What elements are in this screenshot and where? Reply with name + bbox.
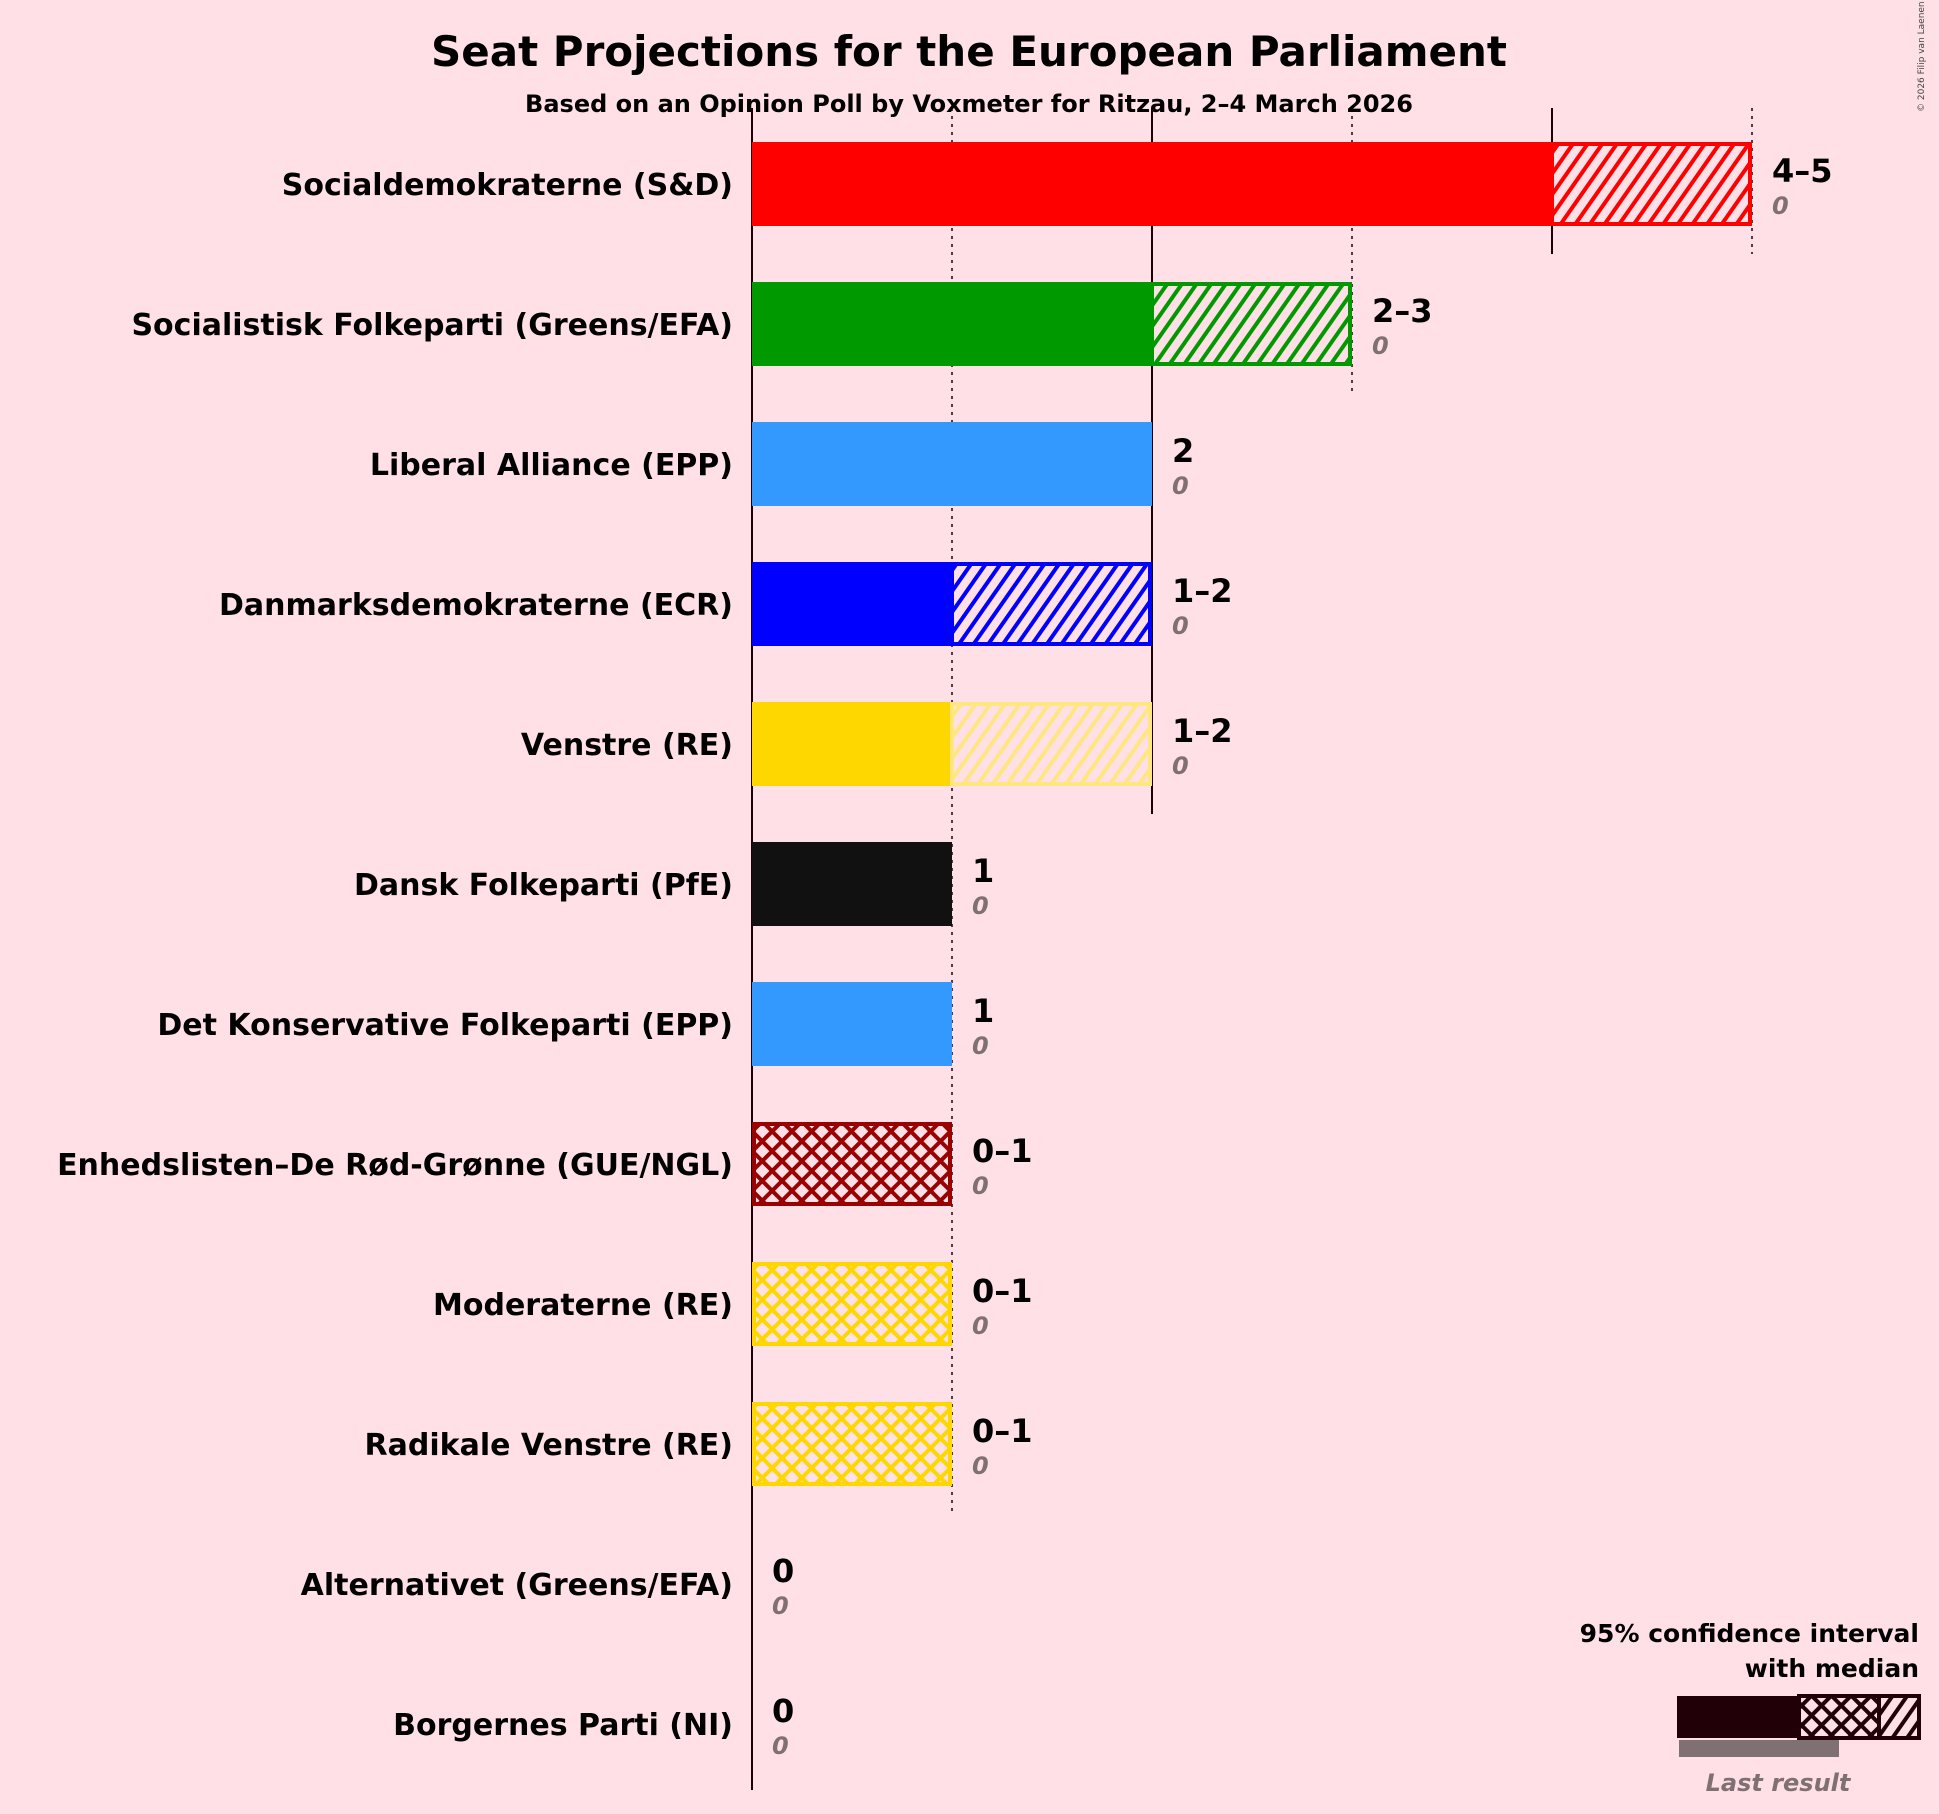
- last-result-label: 0: [1772, 192, 1789, 220]
- value-label: 0–1: [972, 1132, 1033, 1170]
- last-result-label: 0: [1172, 612, 1189, 640]
- party-row: Socialdemokraterne (S&D) 4–50: [282, 142, 1833, 226]
- party-label: Danmarksdemokraterne (ECR): [219, 588, 733, 623]
- party-row: Moderaterne (RE) 0–10: [433, 1262, 1033, 1346]
- party-label: Det Konservative Folkeparti (EPP): [157, 1008, 733, 1043]
- chart-title: Seat Projections for the European Parlia…: [431, 27, 1507, 76]
- last-result-label: 0: [972, 1312, 989, 1340]
- value-label: 1: [972, 852, 994, 890]
- value-label: 0–1: [972, 1412, 1033, 1450]
- bar-hatch: [1550, 142, 1752, 226]
- party-row: Danmarksdemokraterne (ECR) 1–20: [219, 562, 1233, 646]
- value-label: 0: [772, 1692, 794, 1730]
- last-result-label: 0: [972, 1452, 989, 1480]
- last-result-label: 0: [772, 1592, 789, 1620]
- legend-last-result-label: Last result: [1706, 1769, 1852, 1797]
- last-result-label: 0: [972, 1172, 989, 1200]
- value-label: 2–3: [1372, 292, 1433, 330]
- party-row: Radikale Venstre (RE) 0–10: [365, 1402, 1033, 1486]
- chart-subtitle: Based on an Opinion Poll by Voxmeter for…: [525, 90, 1413, 118]
- party-row: Liberal Alliance (EPP) 20: [370, 422, 1194, 506]
- value-label: 1–2: [1172, 712, 1233, 750]
- value-label: 0: [772, 1552, 794, 1590]
- bar-hatch: [1150, 282, 1352, 366]
- last-result-label: 0: [972, 1032, 989, 1060]
- party-label: Venstre (RE): [521, 728, 733, 763]
- value-label: 1–2: [1172, 572, 1233, 610]
- bars: Socialdemokraterne (S&D) 4–50Socialistisk…: [57, 142, 1833, 1760]
- party-label: Socialistisk Folkeparti (Greens/EFA): [131, 308, 733, 343]
- bar-solid: [752, 282, 1152, 366]
- party-row: Socialistisk Folkeparti (Greens/EFA) 2–30: [131, 282, 1433, 366]
- party-row: Alternativet (Greens/EFA) 00: [301, 1552, 795, 1620]
- bar-solid: [752, 142, 1552, 226]
- legend-title-line2: with median: [1745, 1654, 1919, 1683]
- party-row: Venstre (RE) 1–20: [521, 702, 1233, 786]
- legend-hatch-swatch: [1877, 1694, 1921, 1740]
- value-label: 0–1: [972, 1272, 1033, 1310]
- bar-crosshatch: [752, 1402, 952, 1486]
- party-row: Borgernes Parti (NI) 00: [393, 1692, 794, 1760]
- last-result-label: 0: [1172, 752, 1189, 780]
- last-result-label: 0: [1372, 332, 1389, 360]
- party-label: Enhedslisten–De Rød-Grønne (GUE/NGL): [57, 1148, 733, 1183]
- value-label: 2: [1172, 432, 1194, 470]
- party-row: Enhedslisten–De Rød-Grønne (GUE/NGL) 0–10: [57, 1122, 1033, 1206]
- party-label: Socialdemokraterne (S&D): [282, 168, 733, 203]
- party-label: Alternativet (Greens/EFA): [301, 1568, 733, 1603]
- bar-hatch: [950, 562, 1152, 646]
- party-label: Radikale Venstre (RE): [365, 1428, 733, 1463]
- bar-solid: [752, 842, 952, 926]
- legend: 95% confidence interval with median Last…: [1580, 1619, 1921, 1797]
- party-row: Dansk Folkeparti (PfE) 10: [354, 842, 994, 926]
- bar-solid: [752, 422, 1152, 506]
- legend-crosshatch-swatch: [1797, 1694, 1881, 1740]
- last-result-label: 0: [772, 1732, 789, 1760]
- party-label: Moderaterne (RE): [433, 1288, 733, 1323]
- value-label: 4–5: [1772, 152, 1833, 190]
- party-label: Liberal Alliance (EPP): [370, 448, 733, 483]
- bar-solid: [752, 562, 952, 646]
- legend-title-line1: 95% confidence interval: [1580, 1619, 1919, 1648]
- last-result-label: 0: [1172, 472, 1189, 500]
- value-label: 1: [972, 992, 994, 1030]
- party-label: Borgernes Parti (NI): [393, 1708, 733, 1743]
- bar-solid: [752, 702, 952, 786]
- legend-last-result-swatch: [1679, 1740, 1839, 1757]
- bar-hatch: [950, 702, 1152, 786]
- last-result-label: 0: [972, 892, 989, 920]
- bar-crosshatch: [752, 1122, 952, 1206]
- bar-solid: [752, 982, 952, 1066]
- bar-crosshatch: [752, 1262, 952, 1346]
- party-label: Dansk Folkeparti (PfE): [354, 868, 733, 903]
- copyright: © 2026 Filip van Laenen: [1917, 1, 1927, 112]
- legend-solid-swatch: [1677, 1696, 1799, 1738]
- party-row: Det Konservative Folkeparti (EPP) 10: [157, 982, 994, 1066]
